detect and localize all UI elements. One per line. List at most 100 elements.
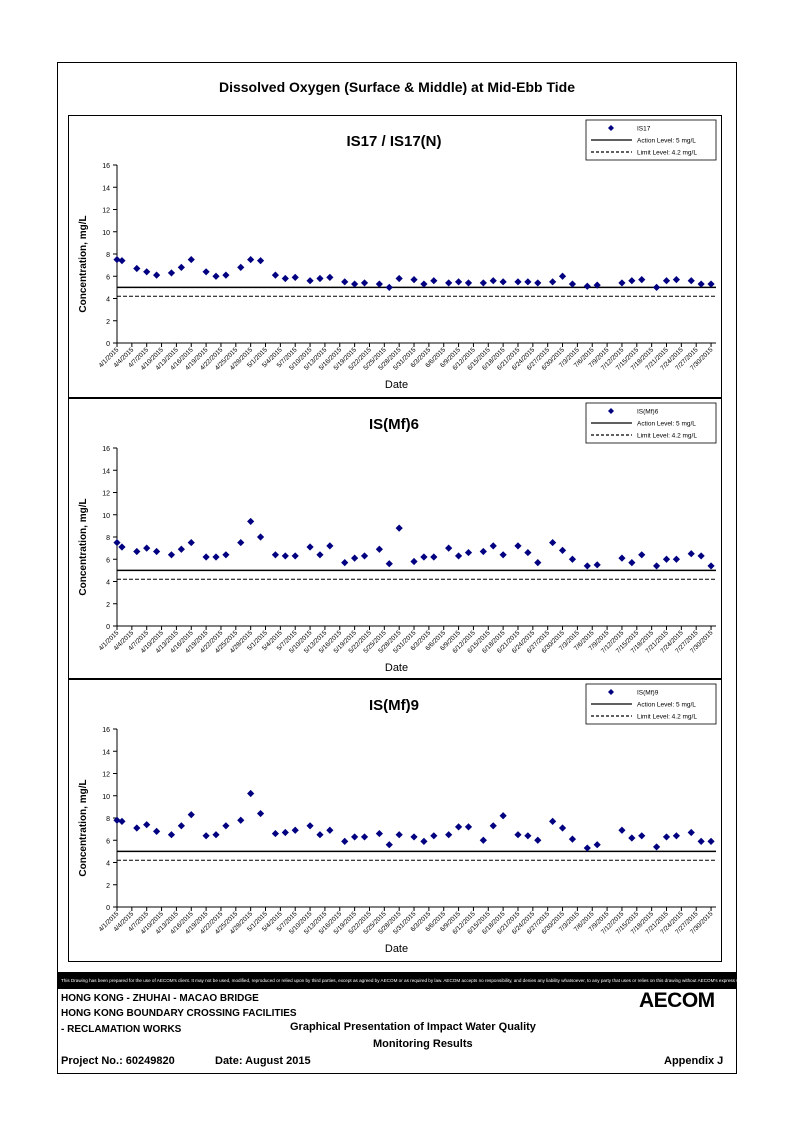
data-point — [652, 562, 661, 570]
y-tick-label: 14 — [102, 468, 110, 475]
data-point — [638, 551, 646, 559]
data-point — [247, 789, 255, 798]
disclaimer-bar: This Drawing has been prepared for the u… — [57, 972, 737, 989]
data-point — [291, 826, 299, 834]
x-axis-label: Date — [385, 379, 408, 391]
data-point — [697, 280, 705, 288]
data-point — [672, 832, 680, 840]
data-point — [202, 553, 210, 561]
data-point — [306, 543, 314, 551]
data-point — [153, 271, 161, 279]
data-point — [222, 551, 230, 559]
data-point — [256, 809, 265, 818]
aecom-logo: AECOM — [639, 989, 715, 1012]
data-point — [593, 841, 601, 849]
data-point — [410, 557, 418, 566]
data-point — [360, 279, 369, 287]
data-point — [143, 544, 151, 552]
legend-marker — [608, 125, 614, 131]
y-tick-label: 4 — [106, 580, 110, 587]
data-point — [167, 831, 176, 839]
footer-project-line3: - RECLAMATION WORKS — [61, 1024, 182, 1035]
data-point — [628, 558, 636, 567]
data-point — [316, 274, 324, 283]
data-point — [628, 277, 636, 285]
footer-project-line2: HONG KONG BOUNDARY CROSSING FACILITIES — [61, 1008, 297, 1019]
data-point — [514, 278, 522, 286]
data-point — [133, 547, 141, 556]
y-tick-label: 6 — [106, 557, 110, 564]
y-tick-label: 4 — [106, 297, 110, 304]
data-point — [133, 264, 141, 273]
data-point — [326, 826, 334, 834]
data-point — [707, 280, 715, 288]
data-point — [454, 278, 463, 286]
drawing-frame — [57, 62, 737, 1074]
data-point — [445, 831, 453, 839]
data-point — [534, 558, 542, 567]
data-point — [687, 277, 695, 285]
data-point — [202, 268, 210, 276]
data-point — [514, 542, 522, 550]
data-point — [222, 271, 230, 279]
y-tick-label: 12 — [102, 491, 110, 498]
y-tick-label: 0 — [106, 624, 110, 631]
data-point — [652, 283, 661, 291]
data-point — [316, 551, 324, 559]
legend-label: IS(Mf)9 — [637, 690, 659, 697]
data-point — [271, 829, 280, 838]
data-point — [662, 277, 671, 285]
legend-label: Limit Level: 4.2 mg/L — [637, 150, 697, 157]
data-point — [306, 822, 314, 830]
data-point — [375, 545, 383, 553]
legend-label: IS17 — [637, 126, 651, 133]
data-point — [672, 555, 680, 563]
data-point — [454, 552, 463, 560]
data-point — [583, 844, 591, 852]
data-point — [256, 257, 265, 265]
chart-ismf6: IS(Mf)602468101214164/1/20154/4/20154/7/… — [78, 402, 717, 674]
data-point — [524, 548, 532, 557]
footer-presentation-subtitle: Monitoring Results — [373, 1038, 473, 1050]
data-point — [316, 831, 324, 839]
data-point — [113, 255, 121, 264]
data-point — [420, 553, 428, 561]
data-point — [568, 835, 577, 843]
data-point — [326, 542, 334, 550]
data-point — [549, 538, 557, 547]
data-point — [281, 552, 289, 560]
chart-title: IS(Mf)6 — [369, 416, 419, 433]
y-tick-label: 2 — [106, 883, 110, 890]
data-point — [420, 837, 428, 845]
data-point — [237, 263, 245, 271]
data-point — [687, 828, 695, 837]
data-point — [489, 277, 497, 285]
data-point — [237, 816, 245, 824]
data-point — [395, 274, 403, 283]
chart-panel-ismf9: IS(Mf)9 0 2 4 6 8 10 12 14 16 4/1/2015 4/4/2015 4/7/… — [68, 679, 722, 962]
y-tick-label: 10 — [102, 513, 110, 520]
data-point — [351, 833, 359, 841]
data-point — [351, 280, 359, 288]
data-point — [410, 833, 418, 841]
y-tick-label: 6 — [106, 274, 110, 281]
data-point — [499, 551, 507, 559]
data-point — [499, 812, 507, 820]
data-point — [445, 279, 453, 287]
data-point — [375, 829, 383, 838]
data-point — [212, 553, 220, 561]
data-point — [153, 827, 161, 835]
data-point — [558, 272, 567, 280]
legend-marker — [608, 408, 614, 414]
data-point — [167, 269, 176, 277]
data-point — [707, 562, 715, 570]
y-tick-label: 0 — [106, 341, 110, 348]
data-point — [638, 832, 646, 840]
data-point — [618, 826, 626, 834]
data-point — [558, 546, 567, 554]
y-tick-label: 8 — [106, 535, 110, 542]
data-point — [687, 550, 695, 558]
y-tick-label: 0 — [106, 905, 110, 912]
data-point — [410, 275, 418, 284]
data-point — [375, 280, 383, 288]
